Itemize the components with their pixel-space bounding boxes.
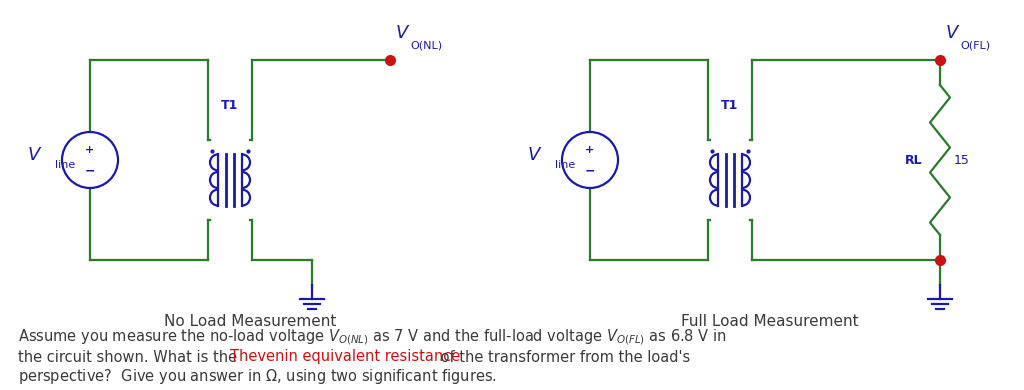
Text: 15: 15 <box>954 154 970 167</box>
Text: $\mathit{V}$: $\mathit{V}$ <box>27 146 42 164</box>
Text: No Load Measurement: No Load Measurement <box>164 314 336 330</box>
Text: $\mathit{V}$: $\mathit{V}$ <box>395 24 411 42</box>
Text: the circuit shown. What is the: the circuit shown. What is the <box>18 349 242 365</box>
Text: −: − <box>85 164 95 177</box>
Text: +: + <box>85 145 94 155</box>
Text: −: − <box>585 164 595 177</box>
Text: T1: T1 <box>721 99 738 112</box>
Text: T1: T1 <box>221 99 239 112</box>
Text: line: line <box>555 160 575 170</box>
Text: of the transformer from the load's: of the transformer from the load's <box>436 349 690 365</box>
Text: perspective?  Give you answer in $\Omega$, using two significant figures.: perspective? Give you answer in $\Omega$… <box>18 367 497 386</box>
Text: Full Load Measurement: Full Load Measurement <box>681 314 859 330</box>
Text: +: + <box>586 145 595 155</box>
Text: Assume you measure the no-load voltage $\mathit{V}_{O(NL)}$ as 7 V and the full-: Assume you measure the no-load voltage $… <box>18 327 727 347</box>
Text: Thevenin equivalent resistance: Thevenin equivalent resistance <box>230 349 461 365</box>
Text: $\mathit{V}$: $\mathit{V}$ <box>526 146 542 164</box>
Text: line: line <box>55 160 75 170</box>
Text: O(FL): O(FL) <box>961 40 990 50</box>
Text: RL: RL <box>904 154 922 167</box>
Text: $\mathit{V}$: $\mathit{V}$ <box>945 24 961 42</box>
Text: O(NL): O(NL) <box>410 40 442 50</box>
